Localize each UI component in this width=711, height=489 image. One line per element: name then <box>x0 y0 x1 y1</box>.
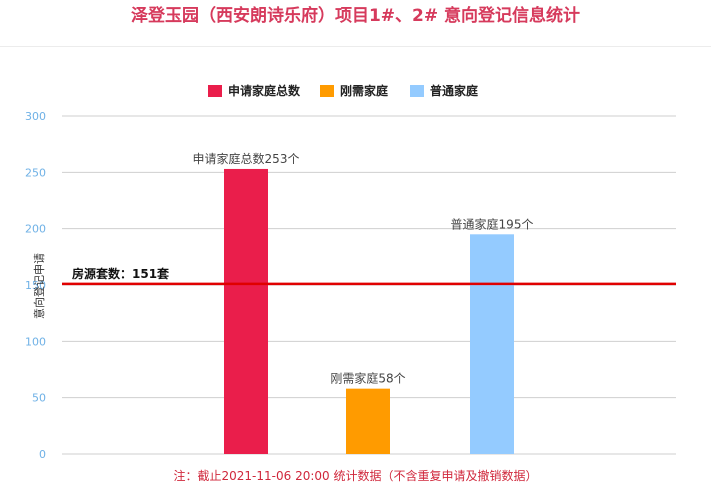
reference-line-group: 房源套数：151套 <box>62 266 676 286</box>
legend-swatch <box>320 85 334 97</box>
y-tick-label: 150 <box>25 279 46 292</box>
legend: 申请家庭总数 刚需家庭 普通家庭 <box>208 83 478 98</box>
data-label: 申请家庭总数253个 <box>193 151 300 166</box>
legend-swatch <box>410 85 424 97</box>
footnote: 注：截止2021-11-06 20:00 统计数据（不含重复申请及撤销数据） <box>173 469 538 483</box>
y-axis-title: 意向登记申请 <box>32 253 46 319</box>
y-tick-label: 100 <box>25 335 46 348</box>
y-tick-label: 200 <box>25 223 46 236</box>
legend-swatch <box>208 85 222 97</box>
y-axis-ticks: 0 50 100 150 200 250 300 <box>25 110 46 461</box>
chart-title: 泽登玉园（西安朗诗乐府）项目1#、2# 意向登记信息统计 <box>130 6 581 26</box>
bar <box>224 168 268 454</box>
y-tick-label: 300 <box>25 110 46 123</box>
legend-label: 普通家庭 <box>430 83 478 98</box>
bars <box>224 168 514 454</box>
y-tick-label: 50 <box>32 392 46 405</box>
data-label: 普通家庭195个 <box>451 216 534 231</box>
title-divider <box>0 46 711 47</box>
legend-label: 刚需家庭 <box>340 83 388 98</box>
data-label: 刚需家庭58个 <box>330 371 405 386</box>
bar <box>346 388 390 454</box>
legend-label: 申请家庭总数 <box>228 83 301 98</box>
y-tick-label: 0 <box>39 448 46 461</box>
bar <box>470 234 514 454</box>
y-tick-label: 250 <box>25 166 46 179</box>
reference-line-label: 房源套数：151套 <box>72 266 170 281</box>
